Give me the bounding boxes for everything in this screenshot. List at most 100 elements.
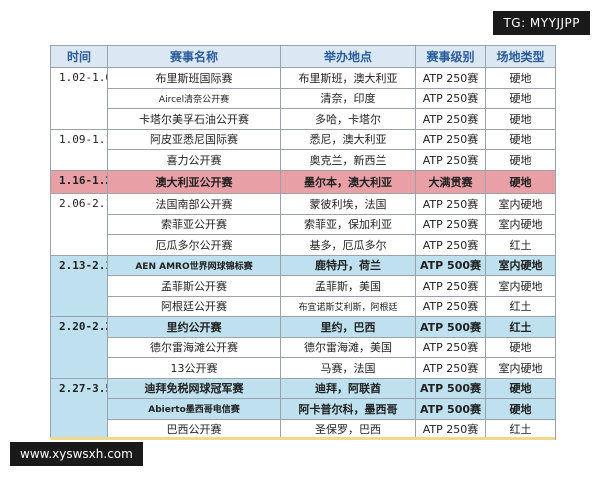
table-cell: 布里斯班，澳大利亚: [280, 67, 416, 89]
table-cell: ATP 500赛: [415, 254, 486, 276]
table-cell: 硬地: [485, 336, 556, 358]
table-cell: 多哈，卡塔尔: [280, 108, 416, 130]
table-row: 巴西公开赛 圣保罗，巴西 ATP 250赛 红土: [51, 418, 556, 440]
table-cell: 室内硬地: [485, 213, 556, 235]
table-cell: ATP 250赛: [415, 67, 486, 89]
table-cell: Aircel清奈公开赛: [107, 87, 281, 109]
table-row: Abierto墨西哥电信赛 阿卡普尔科，墨西哥 ATP 500赛 硬地: [51, 398, 556, 420]
time-cell: 2.06-2.12: [50, 193, 108, 256]
table-cell: 德尔雷海滩公开赛: [107, 336, 281, 358]
table-cell: 悉尼，澳大利亚: [280, 128, 416, 150]
time-cell: 2.20-2.26: [50, 316, 108, 379]
time-cell: 2.27-3.5: [50, 377, 108, 440]
table-cell: 硬地: [485, 398, 556, 420]
watermark: www.xyswsxh.com: [10, 442, 143, 466]
header-cell: 赛事名称: [107, 45, 281, 68]
table-cell: Abierto墨西哥电信赛: [107, 398, 281, 420]
table-cell: 硬地: [485, 128, 556, 150]
table-cell: 室内硬地: [485, 254, 556, 276]
table-cell: 硬地: [485, 67, 556, 89]
table-cell: 迪拜，阿联酋: [280, 377, 416, 399]
table-cell: ATP 250赛: [415, 108, 486, 130]
table-row: 孟菲斯公开赛 孟菲斯，美国 ATP 250赛 室内硬地: [51, 275, 556, 297]
table-cell: 红土: [485, 316, 556, 338]
table-cell: 奥克兰，新西兰: [280, 149, 416, 171]
time-cell: 1.09-1.15: [50, 128, 108, 171]
table-cell: 索菲亚，保加利亚: [280, 213, 416, 235]
table-cell: ATP 250赛: [415, 275, 486, 297]
table-cell: 墨尔本，澳大利亚: [280, 169, 416, 194]
header-cell: 场地类型: [485, 45, 556, 68]
table-cell: ATP 250赛: [415, 128, 486, 150]
table-cell: ATP 500赛: [415, 316, 486, 338]
watermark: TG: MYYJJPP: [493, 11, 590, 35]
table-cell: ATP 250赛: [415, 295, 486, 317]
table-row: 卡塔尔美孚石油公开赛 多哈，卡塔尔 ATP 250赛 硬地: [51, 108, 556, 130]
table-cell: 里约，巴西: [280, 316, 416, 338]
table-cell: 清奈，印度: [280, 87, 416, 109]
table-cell: 鹿特丹，荷兰: [280, 254, 416, 276]
table-cell: 德尔雷海滩，美国: [280, 336, 416, 358]
bottom-band: [50, 437, 555, 440]
table-row: 喜力公开赛 奥克兰，新西兰 ATP 250赛 硬地: [51, 149, 556, 171]
table-row: 13公开赛 马赛，法国 ATP 250赛 室内硬地: [51, 357, 556, 379]
table-cell: ATP 250赛: [415, 234, 486, 256]
table-cell: 基多，厄瓜多尔: [280, 234, 416, 256]
time-cell: 1.02-1.08: [50, 67, 108, 130]
table-cell: ATP 500赛: [415, 377, 486, 399]
table-cell: 厄瓜多尔公开赛: [107, 234, 281, 256]
table-cell: AEN AMRO世界网球锦标赛: [107, 254, 281, 276]
table-cell: ATP 250赛: [415, 357, 486, 379]
time-cell: 1.16-1.29: [50, 169, 108, 194]
table-cell: 阿卡普尔科，墨西哥: [280, 398, 416, 420]
table-cell: 硬地: [485, 169, 556, 194]
table-cell: 索菲亚公开赛: [107, 213, 281, 235]
table-cell: ATP 500赛: [415, 398, 486, 420]
table-row: 德尔雷海滩公开赛 德尔雷海滩，美国 ATP 250赛 硬地: [51, 336, 556, 358]
table-cell: 迪拜免税网球冠军赛: [107, 377, 281, 399]
table-cell: ATP 250赛: [415, 193, 486, 215]
table-cell: 大满贯赛: [415, 169, 486, 194]
table-cell: 蒙彼利埃，法国: [280, 193, 416, 215]
table-row: 阿根廷公开赛 布宜诺斯艾利斯，阿根廷 ATP 250赛 红土: [51, 295, 556, 317]
table-row: 索菲亚公开赛 索菲亚，保加利亚 ATP 250赛 室内硬地: [51, 213, 556, 235]
table-cell: ATP 250赛: [415, 149, 486, 171]
table-cell: 法国南部公开赛: [107, 193, 281, 215]
table-row: Aircel清奈公开赛 清奈，印度 ATP 250赛 硬地: [51, 87, 556, 109]
table-cell: 布里斯班国际赛: [107, 67, 281, 89]
table-cell: 13公开赛: [107, 357, 281, 379]
table-cell: ATP 250赛: [415, 87, 486, 109]
table-cell: 室内硬地: [485, 193, 556, 215]
header-cell: 时间: [50, 45, 108, 68]
table-cell: 布宜诺斯艾利斯，阿根廷: [280, 295, 416, 317]
header-cell: 举办地点: [280, 45, 416, 68]
table-cell: 喜力公开赛: [107, 149, 281, 171]
table-cell: ATP 250赛: [415, 336, 486, 358]
table-cell: 硬地: [485, 87, 556, 109]
table-cell: 里约公开赛: [107, 316, 281, 338]
table-row: 厄瓜多尔公开赛 基多，厄瓜多尔 ATP 250赛 红土: [51, 234, 556, 256]
table-cell: 硬地: [485, 108, 556, 130]
table-cell: 阿皮亚悉尼国际赛: [107, 128, 281, 150]
table-cell: 卡塔尔美孚石油公开赛: [107, 108, 281, 130]
table-cell: 硬地: [485, 377, 556, 399]
table-cell: 室内硬地: [485, 357, 556, 379]
table-cell: 室内硬地: [485, 275, 556, 297]
table-cell: 红土: [485, 234, 556, 256]
table-cell: 硬地: [485, 149, 556, 171]
time-cell: 2.13-2.19: [50, 254, 108, 317]
table-cell: 孟菲斯，美国: [280, 275, 416, 297]
table-row: 2.27-3.5 迪拜免税网球冠军赛 迪拜，阿联酋 ATP 500赛 硬地: [50, 377, 556, 440]
table-cell: 马赛，法国: [280, 357, 416, 379]
header-cell: 赛事级别: [415, 45, 486, 68]
table-cell: 红土: [485, 295, 556, 317]
